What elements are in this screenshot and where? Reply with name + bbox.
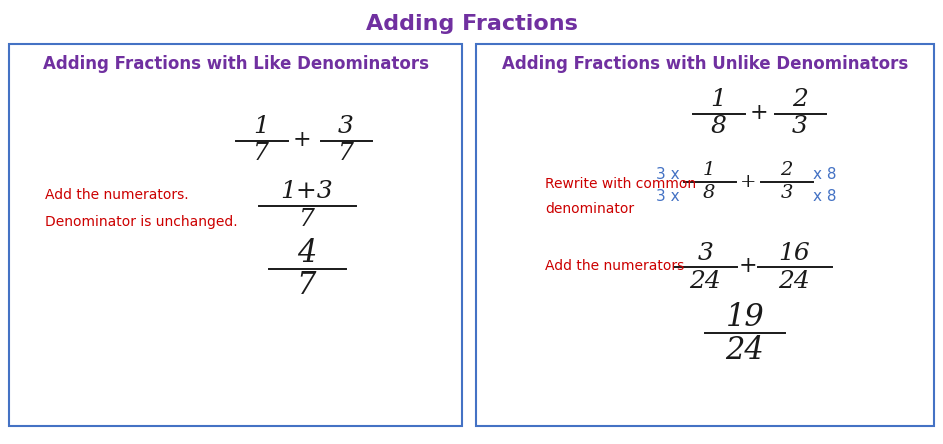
Text: 8: 8 xyxy=(711,115,726,138)
Text: +: + xyxy=(738,255,757,278)
Text: Add the numerators.: Add the numerators. xyxy=(45,188,189,202)
Text: 1: 1 xyxy=(711,88,726,111)
Text: Add the numerators: Add the numerators xyxy=(545,259,685,274)
Text: Adding Fractions with Like Denominators: Adding Fractions with Like Denominators xyxy=(42,56,429,73)
Text: 3: 3 xyxy=(780,184,793,202)
Text: +: + xyxy=(739,173,756,191)
Text: 19: 19 xyxy=(725,302,765,333)
Text: Adding Fractions with Unlike Denominators: Adding Fractions with Unlike Denominator… xyxy=(503,56,908,73)
Text: 3: 3 xyxy=(792,115,807,138)
Text: 3: 3 xyxy=(698,242,713,265)
FancyBboxPatch shape xyxy=(9,44,462,426)
Text: 8: 8 xyxy=(703,184,716,202)
Text: x 8: x 8 xyxy=(814,189,836,204)
Text: Denominator is unchanged.: Denominator is unchanged. xyxy=(45,215,238,229)
Text: Rewrite with common: Rewrite with common xyxy=(545,177,696,191)
Text: 1: 1 xyxy=(703,161,716,179)
Text: +: + xyxy=(750,102,769,124)
Text: 1+3: 1+3 xyxy=(280,180,333,203)
FancyBboxPatch shape xyxy=(476,44,934,426)
Text: 7: 7 xyxy=(299,208,314,231)
Text: 24: 24 xyxy=(778,270,810,293)
Text: 4: 4 xyxy=(297,238,316,270)
Text: 3 x: 3 x xyxy=(655,189,680,204)
Text: 2: 2 xyxy=(792,88,807,111)
Text: denominator: denominator xyxy=(545,202,635,216)
Text: 16: 16 xyxy=(778,242,810,265)
Text: 2: 2 xyxy=(780,161,793,179)
Text: 1: 1 xyxy=(254,115,269,138)
Text: 24: 24 xyxy=(689,270,721,293)
Text: 24: 24 xyxy=(725,335,765,366)
Text: 7: 7 xyxy=(339,142,354,165)
Text: x 8: x 8 xyxy=(814,167,836,182)
Text: Adding Fractions: Adding Fractions xyxy=(366,14,577,35)
Text: +: + xyxy=(292,129,311,151)
Text: 3: 3 xyxy=(339,115,354,138)
Text: 7: 7 xyxy=(254,142,269,165)
Text: 3 x: 3 x xyxy=(655,167,680,182)
Text: 7: 7 xyxy=(297,270,316,301)
